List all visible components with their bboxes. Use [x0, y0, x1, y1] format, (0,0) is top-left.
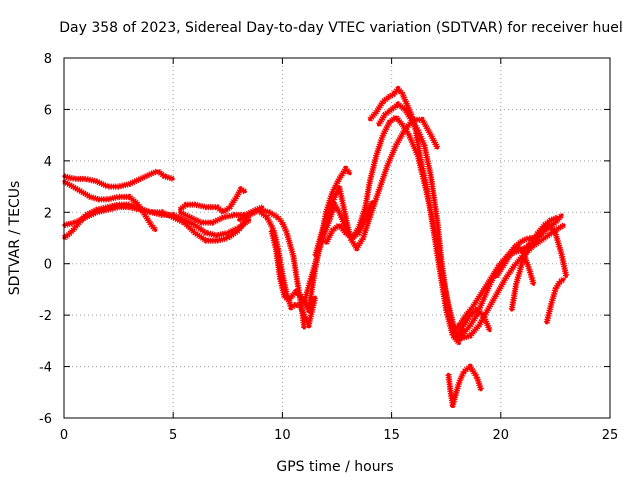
series-line — [446, 365, 483, 407]
y-tick-label: 6 — [44, 103, 52, 118]
series-track-21 — [533, 222, 570, 279]
series-track-5 — [177, 186, 247, 216]
y-axis-label: SDTVAR / TECUs — [7, 181, 23, 296]
series-markers — [450, 214, 559, 333]
y-tick-label: -6 — [39, 412, 52, 427]
series-markers — [62, 178, 159, 233]
series-track-9 — [268, 165, 353, 313]
series-markers — [543, 276, 566, 324]
x-axis-label: GPS time / hours — [276, 459, 393, 475]
x-tick-label: 25 — [602, 428, 619, 443]
series-track-22 — [543, 276, 566, 325]
series-track-11 — [312, 116, 441, 258]
series-track-4 — [62, 204, 252, 239]
x-tick-label: 15 — [383, 428, 400, 443]
x-tick-label: 0 — [60, 428, 68, 443]
series-track-17 — [450, 214, 560, 333]
series-markers — [312, 116, 441, 257]
series-track-15 — [445, 363, 484, 409]
series-track-14 — [375, 101, 467, 342]
y-tick-label: 8 — [44, 52, 52, 67]
series-track-20 — [508, 236, 538, 312]
series-track-2 — [62, 178, 159, 233]
chart-title: Day 358 of 2023, Sidereal Day-to-day VTE… — [59, 20, 622, 36]
series-markers — [533, 222, 570, 278]
series-markers — [508, 236, 538, 311]
y-tick-label: 4 — [44, 155, 52, 170]
series-markers — [455, 212, 565, 341]
series-markers — [63, 204, 252, 239]
series-track-1 — [62, 168, 175, 190]
y-tick-label: -2 — [39, 309, 52, 324]
x-tick-labels: 0 5 10 15 20 25 — [60, 428, 618, 443]
y-tick-label: -4 — [39, 361, 52, 376]
y-tick-labels: -6 -4 -2 0 2 4 6 8 — [39, 52, 52, 427]
series-markers — [268, 165, 353, 313]
x-tick-label: 20 — [493, 428, 510, 443]
series-track-19 — [493, 242, 537, 286]
series-markers — [63, 168, 175, 190]
series-markers — [177, 186, 247, 216]
x-tick-label: 5 — [169, 428, 177, 443]
data-series-group — [62, 85, 570, 409]
series-markers — [454, 307, 493, 338]
series-markers — [301, 200, 375, 304]
series-markers — [62, 201, 253, 244]
x-tick-label: 10 — [274, 428, 291, 443]
series-track-18 — [454, 307, 493, 338]
series-markers — [445, 363, 484, 409]
y-tick-label: 0 — [44, 258, 52, 273]
series-markers — [493, 242, 537, 286]
series-markers — [178, 204, 264, 226]
axis-ticks — [63, 57, 611, 419]
y-tick-label: 2 — [44, 206, 52, 221]
series-markers — [375, 101, 467, 342]
plot-frame — [63, 57, 611, 419]
